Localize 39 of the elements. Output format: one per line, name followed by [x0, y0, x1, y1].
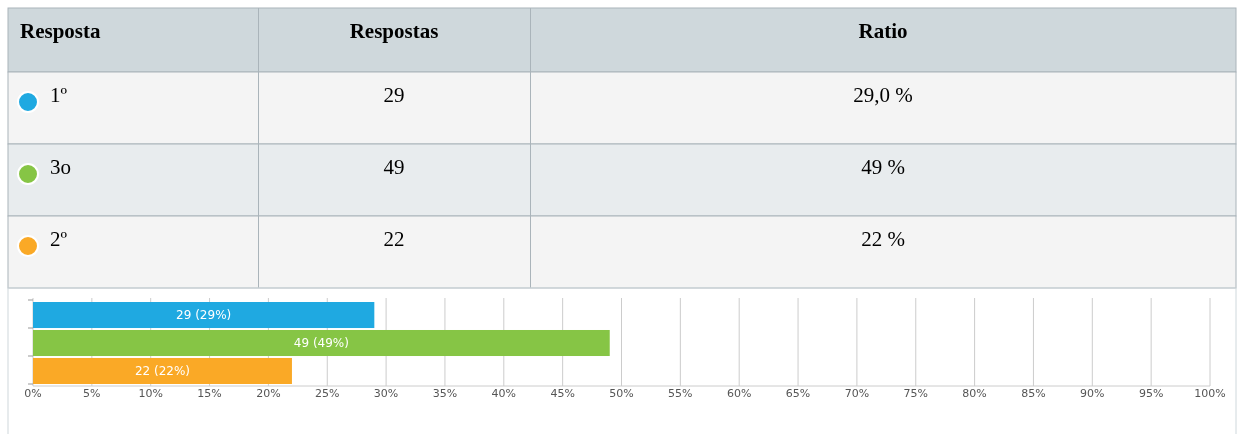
x-tick-label: 0% [24, 387, 42, 400]
x-tick-label: 5% [83, 387, 101, 400]
x-tick-label: 60% [726, 387, 752, 400]
x-tick-label: 80% [962, 387, 987, 400]
x-tick-label: 100% [1194, 387, 1226, 400]
text: 49 [383, 155, 405, 179]
data-label: 29 (29%) [176, 308, 232, 323]
x-tick-label: 45% [550, 387, 575, 400]
x-tick-label: 40% [491, 387, 517, 400]
text: 22 % [861, 227, 905, 251]
x-tick-label: 15% [197, 387, 222, 400]
data-label: 22 (22%) [134, 363, 191, 378]
text: 49 % [861, 155, 905, 179]
x-tick-label: 55% [668, 387, 693, 400]
bar [33, 302, 375, 329]
x-tick-label: 90% [1080, 387, 1105, 400]
bar [33, 329, 610, 357]
x-tick-label: 10% [138, 387, 163, 400]
bar [33, 357, 292, 384]
x-tick-label: 25% [315, 387, 340, 400]
x-tick-label: 20% [256, 387, 281, 400]
text: 29 [383, 83, 405, 107]
text: 29,0 % [853, 83, 913, 107]
text: Ratio [858, 19, 908, 43]
x-tick-label: 35% [432, 387, 458, 400]
x-tick-label: 30% [373, 387, 399, 400]
data-label: 49 (49%) [293, 336, 349, 350]
x-tick-label: 50% [609, 387, 634, 400]
x-tick-label: 95% [1138, 387, 1164, 400]
x-tick-label: 65% [785, 387, 811, 400]
x-tick-label: 70% [844, 387, 870, 400]
text: 2º [50, 227, 68, 251]
text: 1º [50, 83, 68, 107]
text: Resposta [20, 19, 101, 43]
text: 3o [50, 155, 71, 179]
text: Respostas [349, 19, 439, 43]
x-tick-label: 75% [903, 387, 928, 400]
text: 22 [383, 227, 405, 251]
x-tick-label: 85% [1021, 387, 1046, 400]
